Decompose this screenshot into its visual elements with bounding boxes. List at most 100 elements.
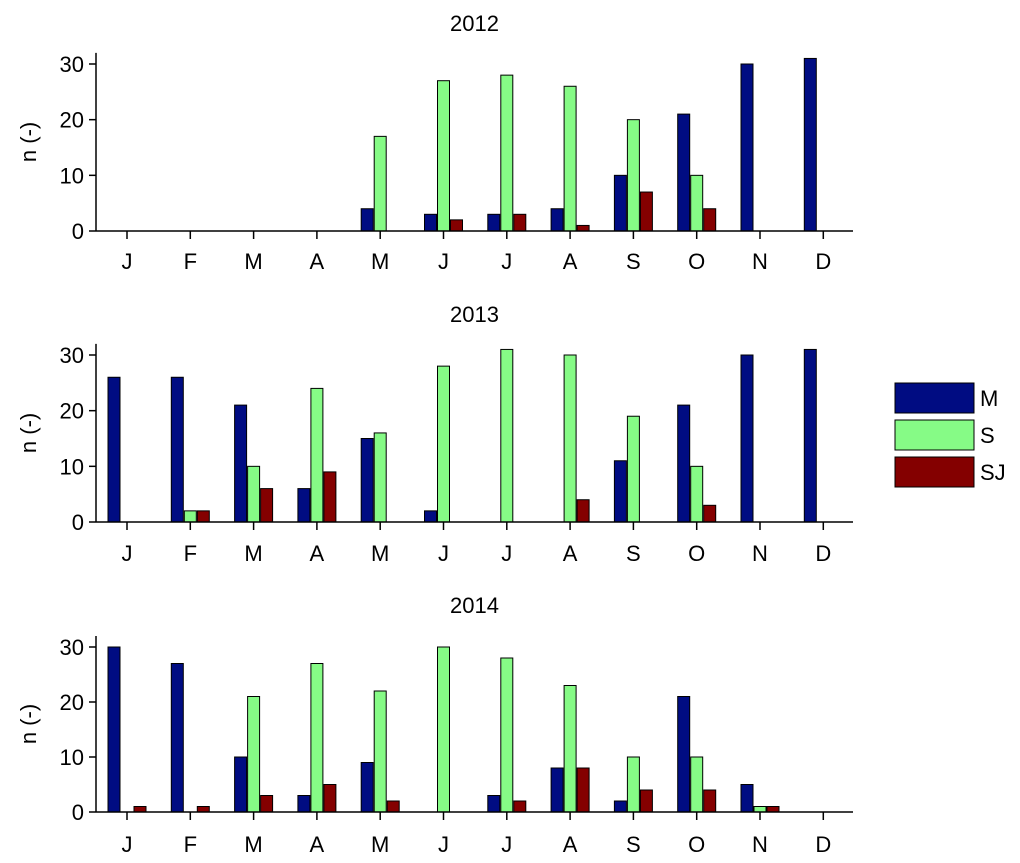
bar-SJ-7 <box>576 499 590 523</box>
bar-M-3 <box>297 795 311 813</box>
bar-S-8 <box>626 119 640 232</box>
bar-M-6 <box>487 213 501 232</box>
bar-SJ-10 <box>766 806 780 813</box>
bar-SJ-1 <box>196 510 210 523</box>
y-tick-label: 30 <box>60 635 84 660</box>
x-tick-label: O <box>688 249 705 274</box>
x-tick-label: M <box>371 832 389 857</box>
chart-title: 2012 <box>450 11 499 36</box>
bar-M-11 <box>803 57 817 232</box>
y-tick-label: 30 <box>60 343 84 368</box>
y-tick-label: 10 <box>60 454 84 479</box>
bar-S-6 <box>500 74 514 232</box>
bar-M-4 <box>360 438 374 523</box>
x-tick-label: F <box>184 249 197 274</box>
bar-M-4 <box>360 208 374 232</box>
legend-label-S: S <box>980 423 995 448</box>
x-tick-label: J <box>438 249 449 274</box>
bar-S-4 <box>373 135 387 232</box>
bar-M-9 <box>677 404 691 523</box>
bar-S-4 <box>373 432 387 523</box>
chart-panel-2014: 2014 n (-) 0 10 20 30 J F M A M J J A S O N D <box>16 593 853 857</box>
chart-panel-2012: 2012 n (-) 0 10 20 30 J F M A M J J A S O N D <box>16 11 853 274</box>
bar-M-0 <box>107 646 121 813</box>
y-axis-label: n (-) <box>16 122 41 162</box>
bar-S-6 <box>500 348 514 523</box>
y-tick-label: 0 <box>72 219 84 244</box>
bar-M-1 <box>170 663 184 813</box>
bar-M-7 <box>550 208 564 232</box>
bar-M-9 <box>677 113 691 232</box>
bar-S-5 <box>437 646 450 813</box>
bar-S-8 <box>626 415 640 523</box>
x-tick-label: J <box>501 249 512 274</box>
bar-SJ-0 <box>133 806 147 813</box>
bar-S-9 <box>690 465 704 523</box>
y-tick-label: 20 <box>60 399 84 424</box>
bar-M-2 <box>234 756 248 813</box>
bar-M-3 <box>297 488 311 523</box>
bar-M-6 <box>487 795 501 813</box>
x-tick-label: A <box>563 832 578 857</box>
bar-M-1 <box>170 376 184 523</box>
legend-swatch-M <box>894 382 975 414</box>
y-tick-label: 0 <box>72 800 84 825</box>
bar-SJ-4 <box>386 800 400 813</box>
x-tick-label: S <box>626 249 641 274</box>
bar-S-5 <box>437 365 450 523</box>
y-axis-label: n (-) <box>16 413 41 453</box>
y-tick-label: 10 <box>60 163 84 188</box>
bar-M-5 <box>424 510 437 523</box>
x-tick-label: J <box>438 832 449 857</box>
x-tick-label: M <box>371 541 389 566</box>
bar-M-2 <box>234 404 248 523</box>
bar-SJ-2 <box>260 488 274 523</box>
x-tick-label: A <box>563 249 578 274</box>
bar-SJ-9 <box>703 208 717 232</box>
bar-M-8 <box>613 800 627 813</box>
x-tick-label: O <box>688 832 705 857</box>
bar-S-5 <box>437 80 450 232</box>
y-axis-label: n (-) <box>16 704 41 744</box>
bar-SJ-3 <box>323 784 337 813</box>
bar-S-2 <box>247 696 261 813</box>
legend: MS SJ <box>894 382 1006 488</box>
y-tick-label: 10 <box>60 745 84 770</box>
x-tick-label: S <box>626 832 641 857</box>
bar-M-9 <box>677 696 691 813</box>
bar-S-4 <box>373 690 387 813</box>
bar-SJ-5 <box>450 219 463 232</box>
bar-SJ-6 <box>513 800 527 813</box>
bar-S-7 <box>563 685 577 813</box>
x-tick-label: J <box>122 832 133 857</box>
x-tick-label: A <box>310 832 325 857</box>
x-tick-label: A <box>310 249 325 274</box>
bar-S-3 <box>310 663 324 813</box>
y-tick-label: 0 <box>72 510 84 535</box>
x-tick-label: J <box>122 541 133 566</box>
bar-S-6 <box>500 657 514 813</box>
bar-SJ-8 <box>639 789 653 813</box>
x-tick-label: N <box>752 832 768 857</box>
y-tick-label: 20 <box>60 108 84 133</box>
bar-S-2 <box>247 465 261 523</box>
y-tick-label: 20 <box>60 690 84 715</box>
bar-M-5 <box>424 213 437 232</box>
chart-title: 2013 <box>450 302 499 327</box>
bar-S-1 <box>183 510 197 523</box>
chart-title: 2014 <box>450 593 499 618</box>
x-tick-label: F <box>184 541 197 566</box>
x-tick-label: N <box>752 249 768 274</box>
bar-S-7 <box>563 85 577 232</box>
x-tick-label: O <box>688 541 705 566</box>
legend-label-SJ: SJ <box>980 460 1006 485</box>
x-tick-label: J <box>122 249 133 274</box>
bar-M-4 <box>360 762 374 813</box>
bar-SJ-2 <box>260 795 274 813</box>
bar-M-11 <box>803 348 817 523</box>
x-tick-label: D <box>815 249 831 274</box>
legend-swatch-S <box>894 419 975 451</box>
bar-SJ-3 <box>323 471 337 523</box>
